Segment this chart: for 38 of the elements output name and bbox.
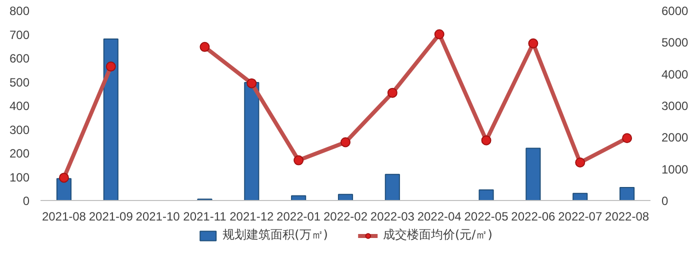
x-tick-label: 2022-01 (276, 210, 321, 224)
y2-tick-label: 5000 (662, 36, 689, 50)
bar (620, 186, 635, 200)
x-tick-label: 2022-07 (558, 210, 602, 224)
bar (338, 194, 354, 200)
y-tick-label: 200 (9, 146, 30, 160)
bar (478, 189, 494, 200)
x-tick-label: 2021-09 (88, 210, 134, 224)
legend-label: 成交楼面均价(元/㎡) (382, 226, 492, 244)
y2-tick-label: 3000 (662, 99, 689, 113)
legend-label: 规划建筑面积(万㎡) (222, 226, 328, 244)
bar (526, 148, 541, 200)
y2-tick-label: 6000 (662, 4, 689, 18)
y-tick-label: 400 (9, 99, 30, 113)
x-tick-label: 2022-03 (370, 210, 415, 224)
x-tick-label: 2022-08 (605, 210, 650, 224)
x-tick-label: 2021-08 (42, 210, 86, 224)
y-tick-label: 800 (9, 4, 30, 18)
x-tick-label: 2022-05 (464, 210, 509, 224)
x-tick-label: 2021-11 (183, 210, 227, 224)
x-tick-label: 2022-02 (323, 210, 368, 224)
y-tick-label: 500 (9, 75, 30, 90)
y-tick-label: 0 (22, 194, 30, 208)
y-tick-label: 100 (9, 170, 30, 184)
bar (384, 174, 400, 200)
x-tick-label: 2022-06 (511, 210, 556, 224)
bar (572, 192, 588, 200)
x-tick-label: 2021-10 (136, 210, 180, 224)
y-tick-label: 700 (9, 28, 30, 42)
y2-tick-label: 2000 (662, 130, 689, 145)
y-tick-label: 600 (9, 52, 30, 66)
bar (244, 82, 260, 200)
y2-tick-label: 4000 (662, 67, 689, 82)
x-tick-label: 2021-12 (230, 210, 274, 224)
y2-tick-label: 0 (662, 194, 668, 208)
y2-tick-label: 1000 (662, 162, 689, 176)
x-tick-label: 2022-04 (417, 210, 462, 224)
y-tick-label: 300 (9, 122, 30, 137)
